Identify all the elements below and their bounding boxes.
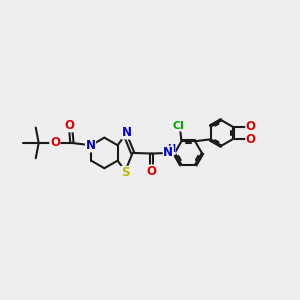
Text: O: O <box>64 119 74 132</box>
Text: S: S <box>121 167 130 179</box>
Text: N: N <box>163 146 173 159</box>
Text: O: O <box>147 165 157 178</box>
Text: Cl: Cl <box>173 121 185 131</box>
Text: H: H <box>167 144 175 154</box>
Text: O: O <box>50 136 60 149</box>
Text: O: O <box>246 133 256 146</box>
Text: N: N <box>122 126 132 139</box>
Text: N: N <box>85 139 95 152</box>
Text: O: O <box>246 120 256 133</box>
